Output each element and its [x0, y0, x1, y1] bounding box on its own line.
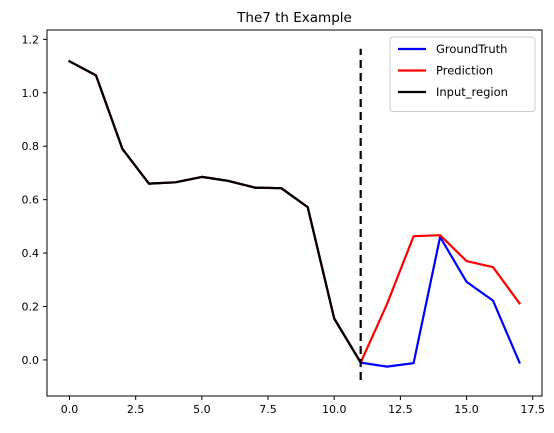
x-tick-label: 12.5	[388, 403, 413, 416]
legend-label: Prediction	[436, 64, 493, 78]
legend-box	[389, 36, 536, 112]
legend: GroundTruth Prediction Input_region	[389, 36, 536, 112]
x-tick-label: 0.0	[61, 403, 79, 416]
x-tick-label: 5.0	[193, 403, 211, 416]
y-tick-label: 0.8	[22, 140, 40, 153]
y-tick-label: 0.4	[22, 247, 40, 260]
legend-label: GroundTruth	[436, 42, 507, 56]
series-line-input-region	[68, 59, 363, 365]
x-tick-label: 10.0	[322, 403, 347, 416]
x-tick-label: 7.5	[259, 403, 277, 416]
y-tick-label: 0.0	[22, 354, 40, 367]
y-tick-label: 0.6	[22, 194, 40, 207]
plot-series	[68, 48, 522, 380]
y-tick-label: 1.2	[22, 33, 40, 46]
y-tick-label: 1.0	[22, 87, 40, 100]
y-tick-label: 0.2	[22, 301, 40, 314]
x-tick-label: 15.0	[454, 403, 479, 416]
x-tick-label: 17.5	[520, 403, 545, 416]
x-tick-label: 2.5	[127, 403, 145, 416]
chart-title: The7 th Example	[236, 10, 352, 26]
legend-label: Input_region	[436, 85, 508, 99]
plot-frame	[46, 29, 543, 397]
axes: 0.0 2.5 5.0 7.5 10.0 12.5 15.0 17.5 0.0 0.2 0.4 0.6…	[22, 29, 545, 416]
